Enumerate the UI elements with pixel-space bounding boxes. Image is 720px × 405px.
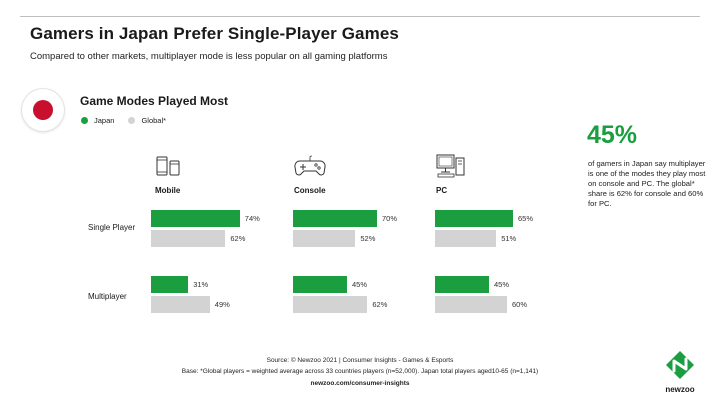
bar-console-single-japan (293, 210, 377, 227)
bar-mobile-multi-japan (151, 276, 189, 293)
platform-label-mobile: Mobile (155, 186, 181, 195)
legend-item-japan: Japan (81, 116, 114, 125)
gamepad-icon (294, 155, 326, 176)
bar-value-label: 70% (382, 214, 398, 223)
footer-base: Base: *Global players = weighted average… (181, 368, 539, 375)
bar-value-label: 62% (372, 300, 388, 309)
legend-dot-global-icon (128, 117, 136, 124)
japan-flag-icon (22, 89, 64, 131)
platform-label-pc: PC (436, 186, 448, 195)
bar-pc-single-japan (435, 210, 513, 227)
callout-stat: 45% (587, 121, 638, 149)
row-label-multiplayer: Multiplayer (88, 292, 127, 301)
bar-mobile-single-global (151, 230, 226, 247)
bar-value-label: 74% (244, 214, 260, 223)
bar-value-label: 62% (230, 234, 246, 243)
legend-item-global: Global* (128, 116, 166, 125)
callout-text: of gamers in Japan say multiplayer is on… (588, 159, 706, 208)
bar-pc-single-global (435, 230, 497, 247)
logo-text: newzoo (665, 385, 695, 394)
bar-value-label: 65% (518, 214, 534, 223)
platform-label-console: Console (294, 186, 326, 195)
chart-legend: Japan Global* (81, 116, 180, 125)
row-label-single-player: Single Player (88, 223, 136, 232)
bar-console-multi-global (293, 296, 368, 313)
bar-value-label: 45% (494, 280, 510, 289)
bar-pc-multi-global (435, 296, 507, 313)
legend-label-global: Global* (141, 116, 167, 125)
bar-value-label: 51% (501, 234, 517, 243)
bar-value-label: 49% (214, 300, 230, 309)
mobile-phone-icon (156, 156, 180, 176)
page-title: Gamers in Japan Prefer Single-Player Gam… (30, 24, 399, 43)
bar-value-label: 52% (360, 234, 376, 243)
page-subtitle: Compared to other markets, multiplayer m… (30, 51, 388, 62)
bar-console-multi-japan (293, 276, 347, 293)
newzoo-logo-icon: newzoo (660, 349, 700, 395)
bar-mobile-single-japan (151, 210, 240, 227)
chart-title: Game Modes Played Most (80, 94, 229, 108)
desktop-pc-icon (436, 154, 465, 178)
top-divider (20, 16, 700, 17)
legend-dot-japan-icon (81, 117, 88, 124)
bar-pc-multi-japan (435, 276, 489, 293)
bar-value-label: 45% (352, 280, 368, 289)
bar-console-single-global (293, 230, 356, 247)
footer-source: Source: © Newzoo 2021 | Consumer Insight… (266, 357, 454, 364)
footer-url[interactable]: newzoo.com/consumer-insights (310, 380, 410, 387)
bar-mobile-multi-global (151, 296, 210, 313)
legend-label-japan: Japan (94, 116, 115, 125)
bar-value-label: 31% (193, 280, 209, 289)
bar-value-label: 60% (512, 300, 528, 309)
